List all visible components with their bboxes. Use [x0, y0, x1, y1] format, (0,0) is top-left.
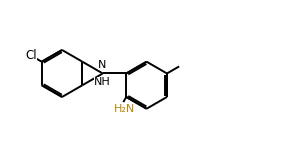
Text: N: N: [98, 60, 106, 70]
Text: NH: NH: [94, 76, 110, 86]
Text: H₂N: H₂N: [114, 104, 135, 114]
Text: Cl: Cl: [25, 49, 37, 62]
